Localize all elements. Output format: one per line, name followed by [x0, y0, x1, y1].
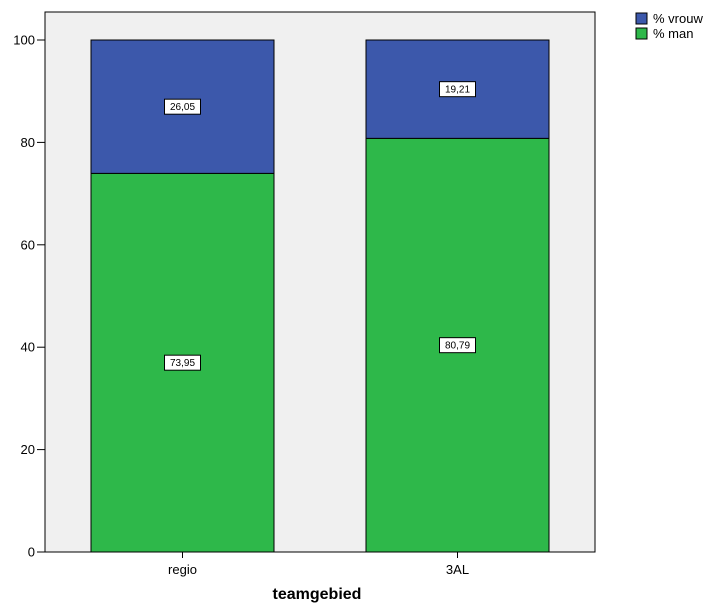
data-label: 73,95 [164, 354, 201, 371]
data-label-text: 73,95 [170, 358, 195, 369]
data-label-box [439, 337, 476, 354]
data-label: 19,21 [439, 81, 476, 98]
y-axis: 0 20 40 60 80 100 [13, 33, 45, 560]
x-tick-label: 3AL [446, 562, 469, 577]
y-tick-label: 100 [13, 33, 35, 48]
data-label-box [439, 81, 476, 98]
legend: % vrouw% man [635, 11, 703, 41]
data-label-box [164, 354, 201, 371]
data-label: 26,05 [164, 98, 201, 115]
x-tick-label: regio [168, 562, 197, 577]
y-tick-label: 40 [21, 340, 35, 355]
x-axis-title: teamgebied [273, 586, 362, 603]
data-label-text: 19,21 [445, 85, 470, 96]
legend-label: % vrouw [653, 11, 703, 26]
legend-label: % man [653, 26, 693, 41]
y-tick-label: 60 [21, 237, 35, 252]
x-axis: regio 3AL [168, 552, 469, 577]
data-labels-group: 73,95 26,05 80,79 19,21 [164, 81, 476, 371]
legend-swatch [635, 27, 648, 40]
data-label-text: 80,79 [445, 341, 470, 352]
data-label-box [164, 98, 201, 115]
legend-swatch [635, 12, 648, 25]
y-tick-label: 20 [21, 442, 35, 457]
data-label: 80,79 [439, 337, 476, 354]
y-tick-label: 0 [28, 545, 35, 560]
y-tick-label: 80 [21, 135, 35, 150]
data-label-text: 26,05 [170, 102, 195, 113]
